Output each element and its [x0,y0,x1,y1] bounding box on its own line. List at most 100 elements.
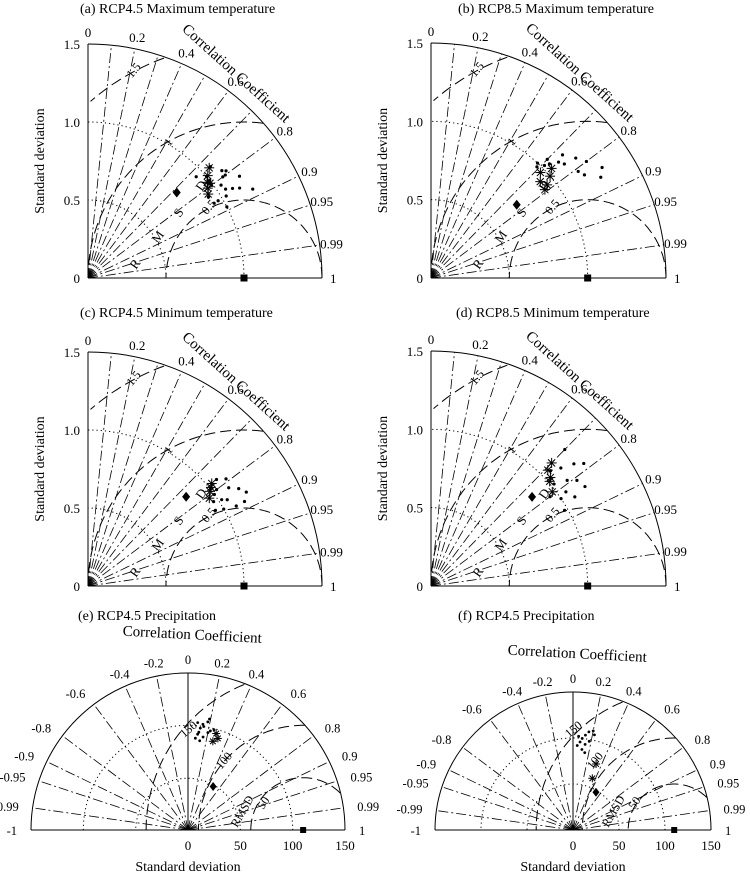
correlation-ray [87,512,311,587]
model-point-dot [216,199,220,203]
panel-d-title: (d) RCP8.5 Minimum temperature [456,306,650,321]
model-point-dot [238,186,242,190]
std-arc [430,120,589,279]
rmsd-letter: R [469,256,486,272]
model-point-dot [565,478,569,482]
cc-tick-label: 0.6 [291,687,307,701]
correlation-ray [430,136,620,279]
outer-rim-arc [87,351,323,587]
cc-tick-label: 0.99 [320,544,343,559]
model-point-dot [242,499,247,504]
model-point-dot [230,186,235,191]
cc-tick-label: 0 [85,25,92,40]
correlation-ray [87,552,320,587]
model-point-dot [563,447,567,452]
cc-tick-label: 0.6 [571,73,588,88]
model-point-dot [220,169,224,173]
x-tick-label: 0 [185,838,192,853]
correlation-ray [430,44,455,279]
model-star-stroke [589,775,596,782]
cc-tick-label: -0.99 [0,800,19,814]
cc-tick-label: -0.9 [14,749,34,763]
model-point-dot [223,187,228,191]
rmsd-arc [430,428,607,586]
correlation-ray [87,371,182,587]
correlation-ray [87,418,253,587]
cc-tick-label: -0.9 [416,758,436,772]
model-star-stroke [547,459,556,467]
model-point-dot [234,504,238,508]
model-point-diamond [182,491,191,502]
cc-tick-label: -0.4 [502,685,523,699]
correlation-ray [430,109,596,279]
cc-tick-label: -0.2 [144,656,164,670]
model-point-dot [582,461,586,466]
rmsd-arc [433,56,508,101]
rmsd-arc [90,365,165,410]
correlation-ray [572,769,698,831]
correlation-ray [430,175,643,279]
model-star-stroke [546,473,555,482]
correlation-ray [572,703,629,831]
cc-tick-label: 0.2 [129,30,145,45]
model-point-dot [197,730,201,734]
model-star-stroke [209,738,217,745]
cc-tick-label: 0.95 [654,194,677,209]
cc-tick-label: -0.4 [110,667,131,681]
y-axis-label: Standard deviation [376,108,391,213]
model-point-dot [545,157,549,162]
correlation-ray [187,685,252,831]
reference-point-marker [584,582,592,590]
model-point-dot [227,486,231,490]
rmsd-arc [87,429,264,586]
model-point-dot [583,484,587,489]
model-point-dot [600,165,604,170]
outer-rim-arc [430,350,667,587]
reference-point-marker [671,827,678,833]
rmsd-value-label: 1 [504,135,519,149]
taylor-plot-4: -1 -0.99 -0.95 -0.9 -0.8 -0.6 -0.4 -0.2 0 0.2 0.4 0… [0,624,379,873]
model-point-dot [583,742,587,746]
rmsd-arc [198,724,305,830]
model-star-stroke [204,190,213,198]
correlation-ray [462,746,574,831]
model-point-dot [575,744,579,747]
model-star-stroke [592,760,600,768]
model-point-dot [583,751,587,755]
cc-tick-label: 0 [85,333,92,348]
correlation-ray [156,676,189,831]
model-point-dot [219,183,223,187]
std-tick-label: 0.5 [64,501,80,516]
rmsd-letter: R [469,564,486,580]
cc-tick-label: -1 [411,824,421,838]
reference-point-marker [584,274,592,282]
rmsd-arc [87,121,264,278]
model-point-dot [211,499,216,504]
correlation-ray [32,807,189,831]
cc-tick-label: 0.8 [620,431,636,446]
model-point-dot [225,205,229,209]
correlation-ray [430,62,526,279]
rmsd-letter: S [170,205,186,220]
correlation-ray [62,735,189,831]
model-point-dot [591,729,595,733]
rmsd-letter: R [126,564,143,580]
rim-tick-label: 1 [674,579,681,594]
model-point-diamond [528,491,537,502]
model-point-dot [587,739,591,743]
model-point-dot [224,194,228,198]
std-tick-label: 0 [74,271,81,286]
rmsd-value-label: 100 [213,749,235,772]
rmsd-value-label: 1 [161,443,176,457]
cc-tick-label: -0.95 [403,777,429,791]
model-point-diamond [592,787,600,797]
correlation-ray [87,137,276,279]
cc-tick-label: 0.4 [249,667,265,681]
correlation-ray [430,244,664,279]
model-point-dot [212,201,216,205]
panel-b-title: (b) RCP8.5 Maximum temperature [458,2,654,17]
correlation-ray [572,810,710,831]
cc-tick-label: 0.9 [645,163,661,178]
model-point-dot [580,737,584,740]
panel-c: (c) RCP4.5 Minimum temperature [80,306,273,321]
